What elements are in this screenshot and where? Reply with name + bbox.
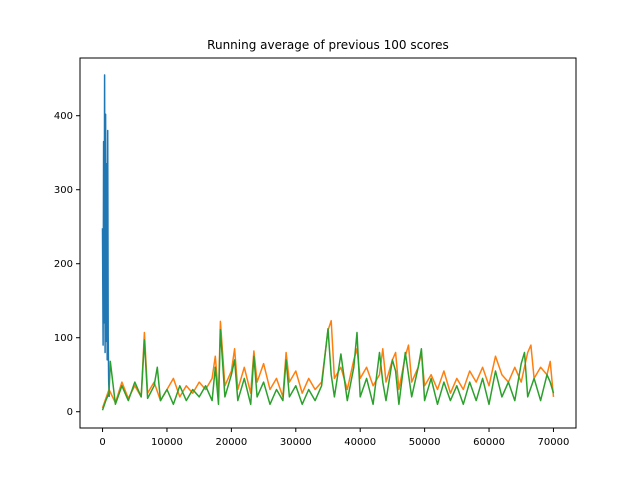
axes-frame xyxy=(79,57,577,429)
y-tick-label: 100 xyxy=(54,333,73,344)
plot-area xyxy=(101,74,555,411)
x-tick-label: 10000 xyxy=(151,437,183,448)
y-tick-label: 400 xyxy=(54,111,73,122)
x-tick-label: 0 xyxy=(99,437,105,448)
series-3-line xyxy=(101,328,555,411)
x-axis: 0 10000 20000 30000 40000 50000 60000 70000 xyxy=(99,428,569,448)
x-tick-label: 20000 xyxy=(215,437,247,448)
x-tick-label: 30000 xyxy=(280,437,312,448)
series-2-line xyxy=(101,319,555,409)
x-tick-label: 70000 xyxy=(538,437,570,448)
y-tick-label: 0 xyxy=(67,407,73,418)
x-tick-label: 50000 xyxy=(409,437,441,448)
y-tick-label: 200 xyxy=(54,259,73,270)
chart-title: Running average of previous 100 scores xyxy=(207,38,449,52)
y-axis: 0 100 200 300 400 xyxy=(54,111,80,418)
series-1-line xyxy=(101,74,110,397)
x-tick-label: 40000 xyxy=(344,437,376,448)
x-tick-label: 60000 xyxy=(473,437,505,448)
y-tick-label: 300 xyxy=(54,185,73,196)
